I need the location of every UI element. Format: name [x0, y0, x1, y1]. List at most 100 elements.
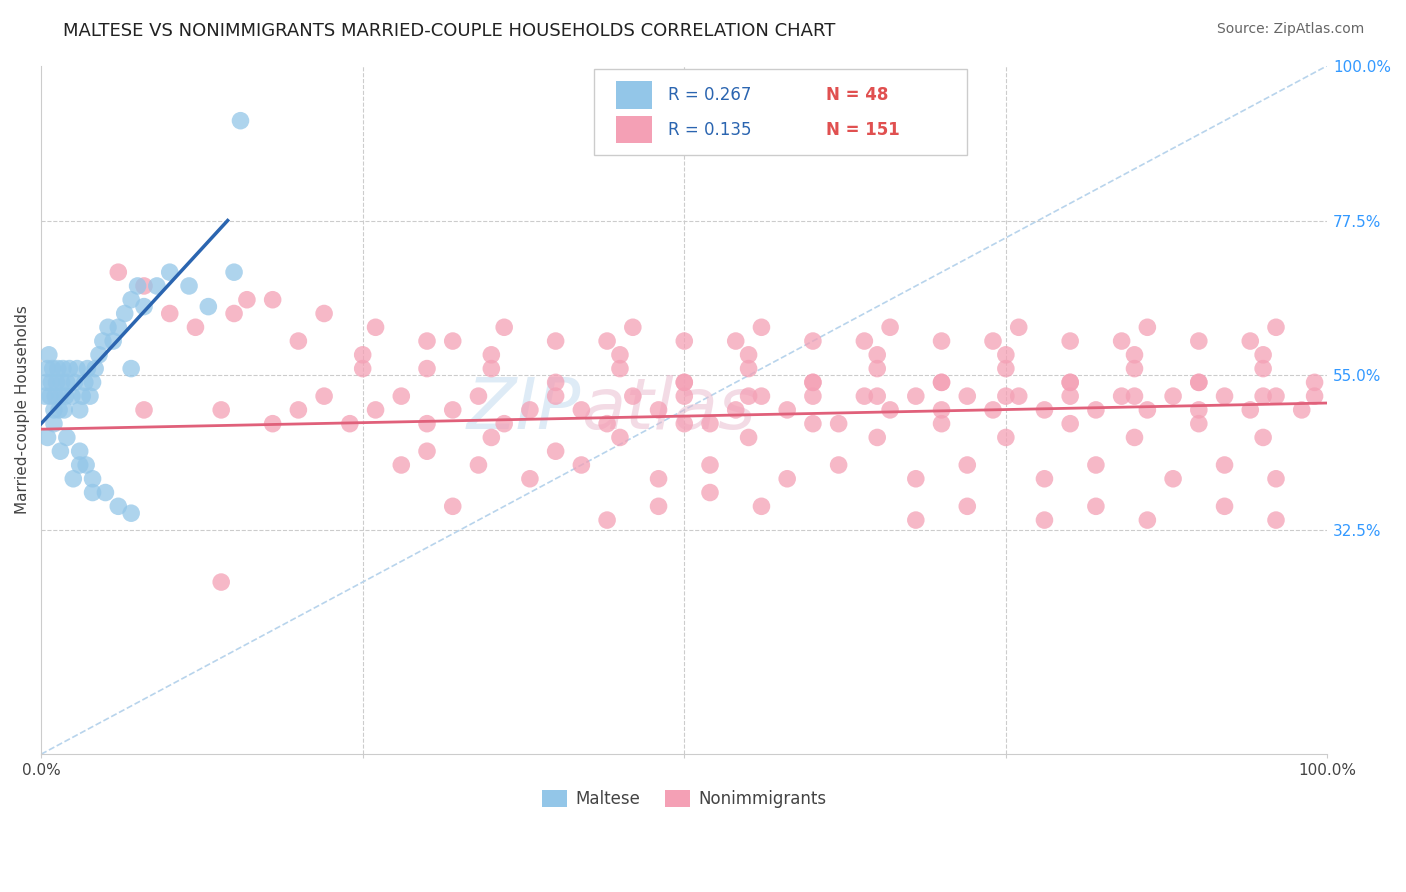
- Point: [197, 300, 219, 314]
- Text: ZIP: ZIP: [467, 376, 581, 444]
- Point: [49, 444, 72, 458]
- Point: [544, 334, 567, 348]
- Point: [1033, 403, 1056, 417]
- Point: [931, 376, 953, 390]
- Point: [101, 334, 124, 348]
- Point: [724, 403, 747, 417]
- Point: [209, 403, 232, 417]
- Point: [569, 403, 592, 417]
- Point: [76, 361, 98, 376]
- Point: [1111, 389, 1133, 403]
- Point: [35, 376, 58, 390]
- Point: [63, 376, 86, 390]
- Point: [673, 376, 696, 390]
- Text: R = 0.267: R = 0.267: [668, 87, 751, 104]
- Point: [97, 320, 120, 334]
- Point: [120, 293, 142, 307]
- Point: [236, 293, 259, 307]
- Point: [544, 376, 567, 390]
- Point: [1265, 513, 1288, 527]
- Point: [37, 430, 59, 444]
- Point: [229, 113, 252, 128]
- Point: [38, 348, 60, 362]
- Point: [596, 334, 619, 348]
- Point: [544, 389, 567, 403]
- Point: [1303, 389, 1326, 403]
- Point: [37, 361, 59, 376]
- Point: [389, 389, 412, 403]
- Point: [1251, 361, 1274, 376]
- Point: [416, 361, 439, 376]
- Point: [904, 472, 927, 486]
- Point: [866, 430, 889, 444]
- Point: [956, 389, 979, 403]
- Point: [1084, 458, 1107, 472]
- Point: [981, 334, 1004, 348]
- Point: [1291, 403, 1313, 417]
- Point: [84, 361, 107, 376]
- Point: [339, 417, 361, 431]
- Point: [127, 279, 149, 293]
- Point: [94, 485, 117, 500]
- Point: [1136, 403, 1159, 417]
- Point: [801, 376, 824, 390]
- Point: [931, 417, 953, 431]
- Point: [159, 265, 181, 279]
- Point: [904, 513, 927, 527]
- Point: [519, 403, 541, 417]
- Point: [69, 444, 91, 458]
- Point: [79, 389, 101, 403]
- Point: [39, 389, 62, 403]
- Point: [751, 500, 773, 514]
- Point: [1084, 403, 1107, 417]
- Point: [1213, 500, 1236, 514]
- Point: [1239, 403, 1261, 417]
- Point: [751, 389, 773, 403]
- Point: [56, 430, 79, 444]
- Point: [46, 361, 69, 376]
- Point: [776, 472, 799, 486]
- Point: [1059, 417, 1081, 431]
- Point: [956, 500, 979, 514]
- Point: [120, 506, 142, 520]
- Point: [114, 306, 136, 320]
- Point: [314, 389, 336, 403]
- Text: N = 48: N = 48: [825, 87, 889, 104]
- Point: [981, 403, 1004, 417]
- FancyBboxPatch shape: [616, 81, 652, 109]
- Point: [222, 306, 245, 320]
- Point: [58, 361, 80, 376]
- Point: [609, 430, 631, 444]
- Point: [596, 513, 619, 527]
- Point: [544, 444, 567, 458]
- Point: [287, 334, 309, 348]
- Point: [1111, 334, 1133, 348]
- Point: [1188, 334, 1211, 348]
- Point: [494, 320, 516, 334]
- Point: [55, 389, 77, 403]
- Point: [699, 417, 721, 431]
- Point: [801, 376, 824, 390]
- Point: [82, 472, 104, 486]
- Point: [1213, 458, 1236, 472]
- Point: [737, 389, 759, 403]
- Point: [75, 458, 97, 472]
- Point: [132, 403, 155, 417]
- Point: [647, 472, 669, 486]
- Point: [699, 485, 721, 500]
- Point: [776, 403, 799, 417]
- Point: [1251, 389, 1274, 403]
- Point: [1161, 389, 1184, 403]
- Point: [416, 417, 439, 431]
- Point: [49, 389, 72, 403]
- Point: [866, 348, 889, 362]
- Point: [467, 458, 489, 472]
- Point: [1059, 376, 1081, 390]
- Point: [287, 403, 309, 417]
- Point: [931, 334, 953, 348]
- Point: [389, 458, 412, 472]
- Point: [416, 334, 439, 348]
- Point: [262, 417, 284, 431]
- Point: [609, 348, 631, 362]
- Point: [42, 403, 65, 417]
